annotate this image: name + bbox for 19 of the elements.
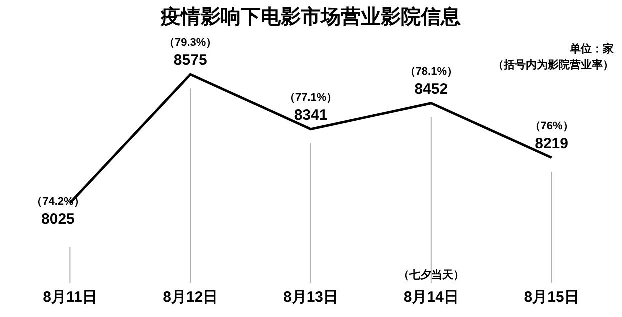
x-tick-label: 8月15日 [524, 289, 580, 306]
x-tick-label: 8月12日 [163, 289, 218, 306]
data-label: 8575 [174, 52, 208, 70]
x-tick-label: 8月14日 [404, 289, 459, 306]
annotation: （74.2%） [32, 196, 85, 208]
data-label: 8452 [414, 81, 448, 98]
text: （七夕当天） [398, 268, 464, 282]
annotation: （79.3%） [164, 37, 218, 50]
text: （括号内为影院营业率） [493, 58, 614, 72]
text: 单位：家 [569, 42, 614, 56]
annotation: （78.1%） [404, 66, 458, 78]
x-tick-label: 8月13日 [283, 289, 339, 306]
x-tick-label: 8月11日 [43, 289, 98, 306]
data-label: 8025 [42, 210, 75, 228]
annotation: （77.1%） [284, 92, 338, 104]
chart-title: 疫情影响下电影市场营业影院信息 [160, 6, 461, 29]
data-label: 8219 [535, 136, 568, 153]
data-label: 8341 [294, 106, 328, 124]
annotation: （76%） [530, 120, 574, 132]
